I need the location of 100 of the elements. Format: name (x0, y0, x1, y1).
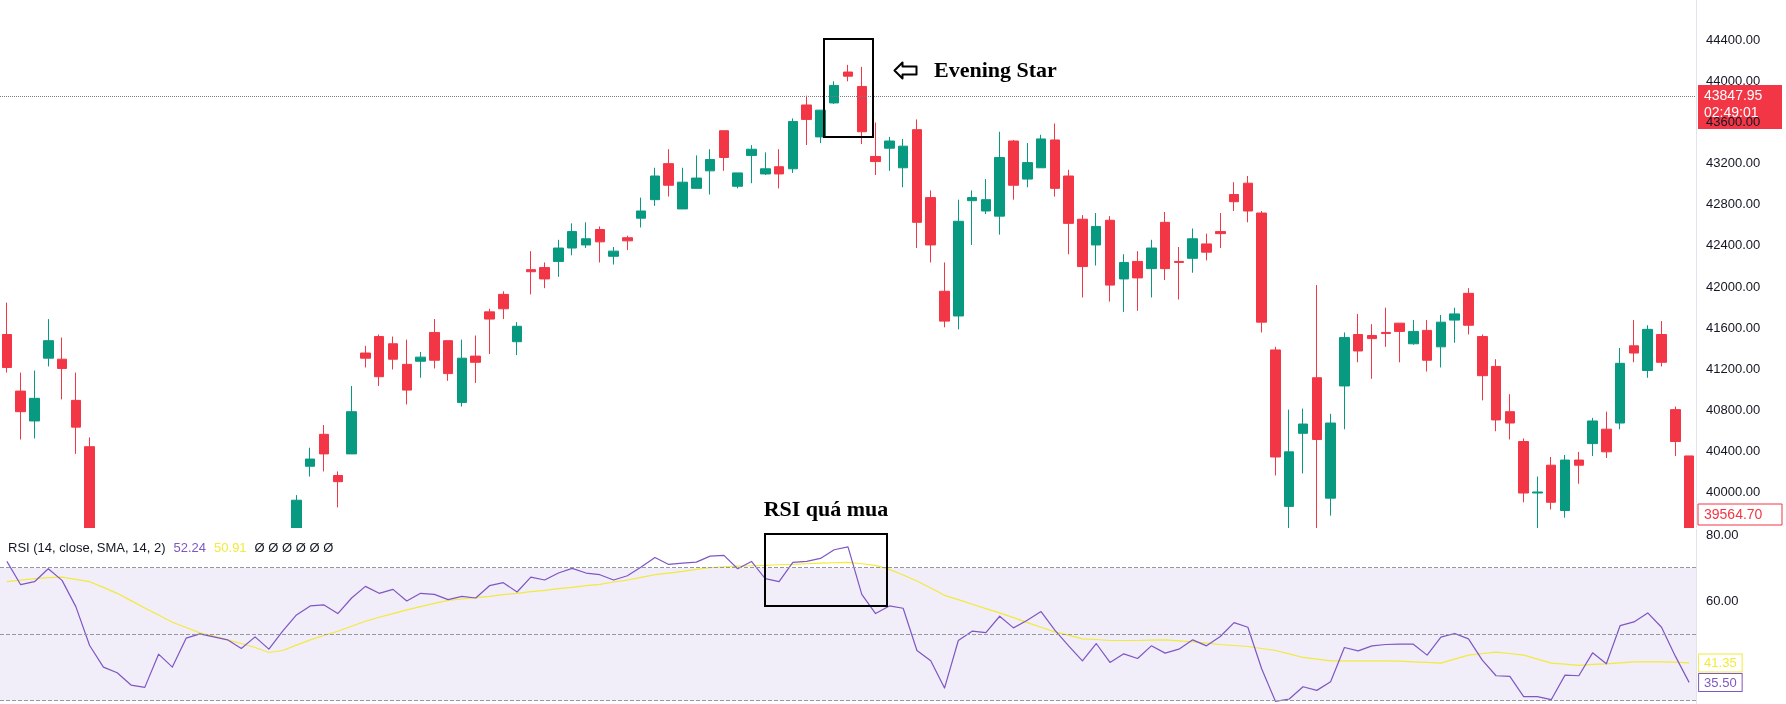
candlestick (1615, 347, 1625, 430)
candlestick (1656, 320, 1667, 367)
line-series (6, 561, 1690, 667)
y-tick-label: 40800.00 (1706, 402, 1761, 418)
candlestick (1215, 212, 1226, 249)
candlestick (1243, 175, 1253, 223)
candlestick (1312, 284, 1322, 528)
candlestick (719, 130, 729, 172)
candlestick (1187, 227, 1198, 274)
candlestick (1560, 454, 1570, 519)
candlestick (691, 154, 702, 189)
candlestick (470, 335, 481, 384)
candlestick (457, 339, 467, 408)
candlestick (1477, 334, 1488, 401)
candlestick (1077, 214, 1088, 298)
candlestick (1532, 476, 1543, 528)
candlestick (1684, 455, 1694, 528)
annotation: RSI quá mua (762, 496, 890, 522)
candlestick (374, 334, 384, 387)
candlestick (898, 138, 908, 188)
candlestick (677, 167, 688, 210)
candlestick (1050, 123, 1060, 198)
candlestick (1505, 393, 1515, 440)
candlestick (1436, 314, 1446, 368)
candlestick (346, 385, 357, 455)
candlestick (1091, 212, 1101, 267)
candlestick (1229, 181, 1239, 212)
candlestick (1298, 408, 1308, 474)
candlestick (1518, 437, 1529, 503)
candlestick (333, 470, 343, 508)
candlestick (567, 222, 577, 256)
candlestick (1491, 358, 1501, 432)
candlestick (636, 197, 646, 228)
candlestick (650, 167, 660, 207)
candlestick (57, 337, 67, 400)
candlestick (319, 424, 329, 472)
candlestick (595, 225, 605, 263)
candlestick (1601, 411, 1612, 459)
annotation: 52.24 (173, 540, 207, 555)
y-tick-label: 40400.00 (1706, 443, 1761, 459)
y-tick-label: 42400.00 (1706, 237, 1761, 253)
candlestick (1063, 169, 1074, 255)
candlestick (388, 336, 398, 370)
candlestick (1339, 331, 1350, 430)
candlestick (663, 148, 674, 198)
annotation: Ø Ø Ø Ø Ø Ø (254, 540, 334, 555)
candlestick (912, 118, 922, 249)
candlestick (953, 199, 964, 330)
candlestick (1256, 210, 1267, 333)
candlestick (967, 189, 977, 246)
candlestick (29, 370, 40, 439)
candlestick (1022, 142, 1033, 188)
candlestick (415, 351, 426, 379)
candlestick (1353, 313, 1363, 363)
candlestick (994, 131, 1005, 236)
candlestick (553, 239, 564, 278)
candlestick (443, 340, 453, 382)
candlestick (1284, 409, 1294, 528)
candlestick (925, 189, 936, 263)
y-tick-label: 41200.00 (1706, 360, 1761, 376)
y-tick-label: 80.00 (1706, 527, 1739, 542)
ref-line-label: 43847.95 (1704, 86, 1763, 103)
candlestick (2, 302, 12, 374)
candlestick (1408, 319, 1419, 346)
y-tick-label: 40000.00 (1706, 484, 1761, 500)
candlestick (1119, 253, 1129, 313)
candlestick (1270, 346, 1281, 477)
candlestick (608, 246, 619, 266)
y-tick-label: 60.00 (1706, 593, 1739, 609)
candlestick (1546, 456, 1556, 510)
candlestick (512, 321, 522, 356)
candlestick (402, 339, 412, 405)
candlestick (291, 494, 302, 528)
candlestick (1036, 134, 1046, 169)
candlestick (526, 250, 536, 295)
y-tick-label: 41600.00 (1706, 319, 1761, 335)
candlestick (1160, 211, 1170, 281)
candlestick (1201, 233, 1212, 261)
candlestick (1642, 324, 1653, 379)
y-tick-label: 43200.00 (1706, 155, 1761, 171)
candlestick (981, 178, 991, 215)
y-tick-label: 44000.00 (1706, 72, 1761, 88)
candlestick (1629, 319, 1639, 363)
candlestick (788, 117, 798, 174)
candlestick (1381, 307, 1391, 348)
y-tick-label: 42800.00 (1706, 196, 1761, 212)
candlestick (1394, 322, 1405, 363)
candlestick (774, 148, 784, 189)
candlestick (15, 372, 26, 440)
candlestick (429, 318, 440, 369)
candlestick (884, 136, 895, 172)
candlestick (84, 436, 95, 528)
candlestick (1574, 451, 1584, 485)
candlestick (870, 121, 881, 176)
candlestick (1008, 139, 1019, 201)
candlestick (829, 80, 839, 105)
candlestick (305, 447, 315, 478)
candlestick (1670, 406, 1681, 457)
candlestick (539, 261, 550, 289)
candlestick (939, 261, 950, 328)
